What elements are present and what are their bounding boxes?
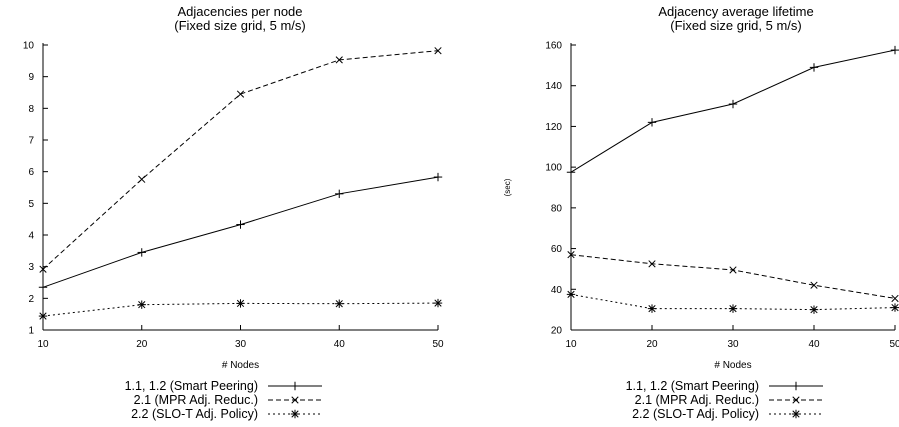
data-point <box>728 99 738 109</box>
data-point <box>890 45 899 55</box>
data-point <box>38 283 48 292</box>
data-point <box>566 290 576 299</box>
x-tick-label: 10 <box>565 339 577 350</box>
legend-marker <box>290 409 300 419</box>
x-tick-label: 30 <box>727 339 739 350</box>
data-point <box>729 266 737 274</box>
data-point <box>809 63 819 72</box>
y-tick-label: 60 <box>551 244 563 255</box>
x-tick-label: 10 <box>37 339 49 350</box>
y-tick-label: 4 <box>28 231 34 242</box>
chart-title: Adjacency average lifetime <box>658 4 813 19</box>
data-point <box>335 299 344 308</box>
series-3 <box>566 290 899 314</box>
legend-label: 2.2 (SLO-T Adj. Policy) <box>632 407 759 421</box>
x-axis-label: # Nodes <box>714 360 751 371</box>
y-tick-label: 2 <box>28 294 34 305</box>
y-axis-label: (sec) <box>503 178 512 196</box>
series-line <box>570 254 896 299</box>
chart-subtitle: (Fixed size grid, 5 m/s) <box>670 18 801 33</box>
series-line <box>42 50 439 270</box>
chart-subtitle: (Fixed size grid, 5 m/s) <box>174 18 305 33</box>
data-point <box>566 168 576 177</box>
chart-1: Adjacencies per node(Fixed size grid, 5 … <box>23 4 444 421</box>
data-point <box>890 303 899 312</box>
data-point <box>567 251 575 259</box>
data-point <box>810 281 818 289</box>
series-3 <box>38 298 443 321</box>
x-tick-label: 50 <box>889 339 899 350</box>
data-point <box>809 305 819 314</box>
series-line <box>570 49 896 173</box>
legend-label: 1.1, 1.2 (Smart Peering) <box>125 379 258 393</box>
x-axis-label: # Nodes <box>222 360 259 371</box>
chart-2: Adjacency average lifetime(Fixed size gr… <box>503 4 899 421</box>
legend-marker <box>290 381 300 391</box>
data-point <box>891 294 899 303</box>
data-point <box>434 47 442 55</box>
y-tick-label: 160 <box>545 41 562 52</box>
x-tick-label: 50 <box>432 339 444 350</box>
y-tick-label: 6 <box>28 167 34 178</box>
series-1 <box>566 45 899 177</box>
data-point <box>38 311 48 321</box>
data-point <box>728 304 738 313</box>
series-line <box>570 293 896 311</box>
data-point <box>137 248 146 257</box>
data-point <box>236 299 245 308</box>
series-1 <box>38 172 443 292</box>
data-point <box>433 298 443 308</box>
y-tick-label: 100 <box>545 163 562 174</box>
legend-marker <box>291 396 299 404</box>
x-tick-label: 30 <box>235 339 247 350</box>
y-tick-label: 120 <box>545 122 562 133</box>
data-point <box>335 189 344 199</box>
x-tick-label: 20 <box>646 339 658 350</box>
legend-marker <box>792 396 800 404</box>
legend: 1.1, 1.2 (Smart Peering)2.1 (MPR Adj. Re… <box>626 379 823 421</box>
data-point <box>137 300 146 309</box>
y-tick-label: 10 <box>23 41 35 52</box>
data-point <box>39 265 47 273</box>
data-point <box>236 90 245 98</box>
y-tick-label: 140 <box>545 81 562 92</box>
legend-label: 2.2 (SLO-T Adj. Policy) <box>131 407 258 421</box>
y-tick-label: 1 <box>28 326 34 337</box>
legend-label: 2.1 (MPR Adj. Reduc.) <box>134 393 258 407</box>
x-tick-label: 20 <box>136 339 148 350</box>
y-tick-label: 8 <box>28 104 34 115</box>
data-point <box>647 118 657 127</box>
legend-marker <box>791 381 801 391</box>
y-tick-label: 80 <box>551 203 563 214</box>
series-line <box>42 176 439 288</box>
legend-marker <box>791 409 801 419</box>
data-point <box>138 175 146 183</box>
data-point <box>236 220 245 229</box>
y-tick-label: 9 <box>28 72 34 83</box>
data-point <box>647 304 657 313</box>
series-line <box>42 302 439 317</box>
y-tick-label: 20 <box>551 326 563 337</box>
y-tick-label: 40 <box>551 285 563 296</box>
y-tick-label: 7 <box>28 136 34 147</box>
legend-label: 1.1, 1.2 (Smart Peering) <box>626 379 759 393</box>
y-tick-label: 3 <box>28 262 34 273</box>
y-tick-label: 5 <box>28 199 34 210</box>
series-2 <box>39 47 442 273</box>
legend: 1.1, 1.2 (Smart Peering)2.1 (MPR Adj. Re… <box>125 379 322 421</box>
data-point <box>433 172 443 182</box>
legend-label: 2.1 (MPR Adj. Reduc.) <box>635 393 759 407</box>
x-tick-label: 40 <box>808 339 820 350</box>
series-2 <box>567 251 899 303</box>
data-point <box>335 56 343 64</box>
x-tick-label: 40 <box>334 339 346 350</box>
data-point <box>648 260 656 268</box>
chart-title: Adjacencies per node <box>177 4 302 19</box>
